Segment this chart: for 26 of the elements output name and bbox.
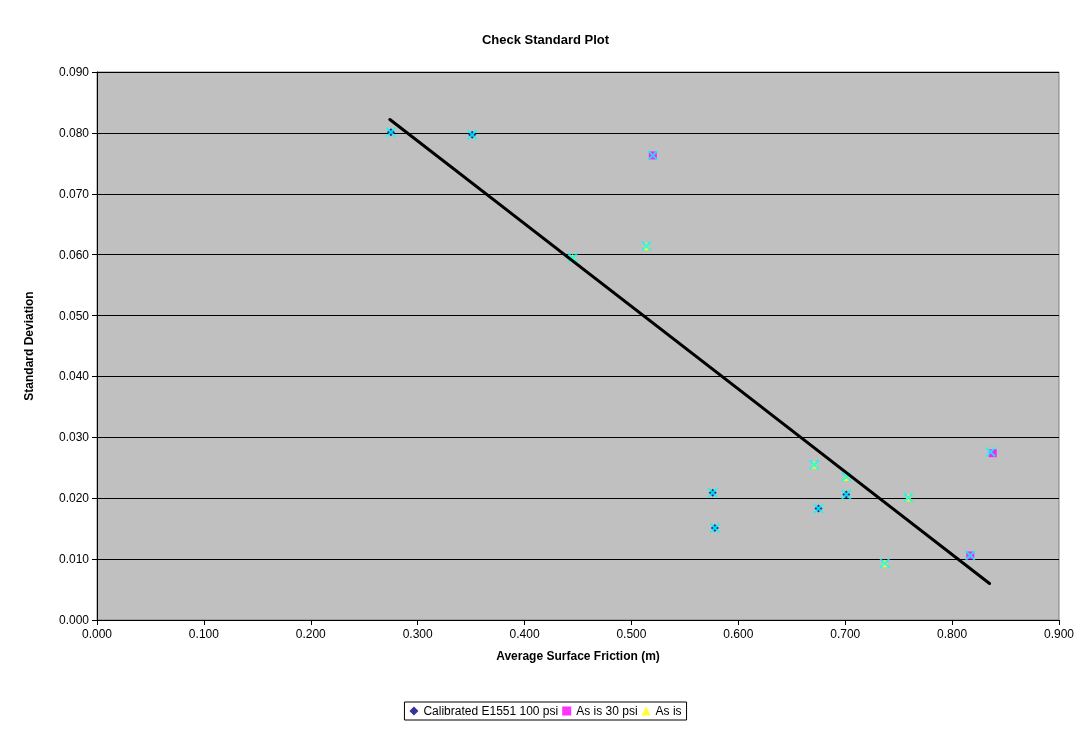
y-tick-label: 0.000 [58,613,90,627]
x-tick-label: 0.400 [509,627,540,641]
x-tick-label: 0.000 [81,627,113,641]
x-tick-label: 0.800 [937,627,968,641]
x-tick-label: 0.500 [616,627,647,641]
legend-label: Calibrated E1551 100 psi [423,704,559,718]
y-tick-label: 0.060 [58,247,90,262]
y-tick-label: 0.020 [58,491,90,506]
x-axis-title: Average Surface Friction (m) [496,649,660,663]
y-tick-label: 0.090 [58,65,90,79]
legend-label: As is [655,704,682,718]
legend-label: As is 30 psi [576,704,638,718]
y-tick-label: 0.040 [58,369,90,384]
y-tick-label: 0.030 [58,430,90,445]
y-tick-label: 0.080 [58,125,90,140]
chart-title: Check Standard Plot [481,32,610,47]
x-tick-label: 0.600 [723,627,754,641]
x-tick-label: 0.100 [188,627,220,641]
y-tick-label: 0.050 [58,308,90,323]
y-tick-label: 0.070 [58,186,90,201]
x-tick-label: 0.200 [295,627,327,641]
x-tick-label: 0.700 [830,627,861,641]
y-axis-title: Standard Deviation [22,291,36,401]
y-tick-label: 0.010 [58,552,90,567]
x-tick-label: 0.900 [1043,627,1075,641]
x-tick-label: 0.300 [402,627,434,641]
